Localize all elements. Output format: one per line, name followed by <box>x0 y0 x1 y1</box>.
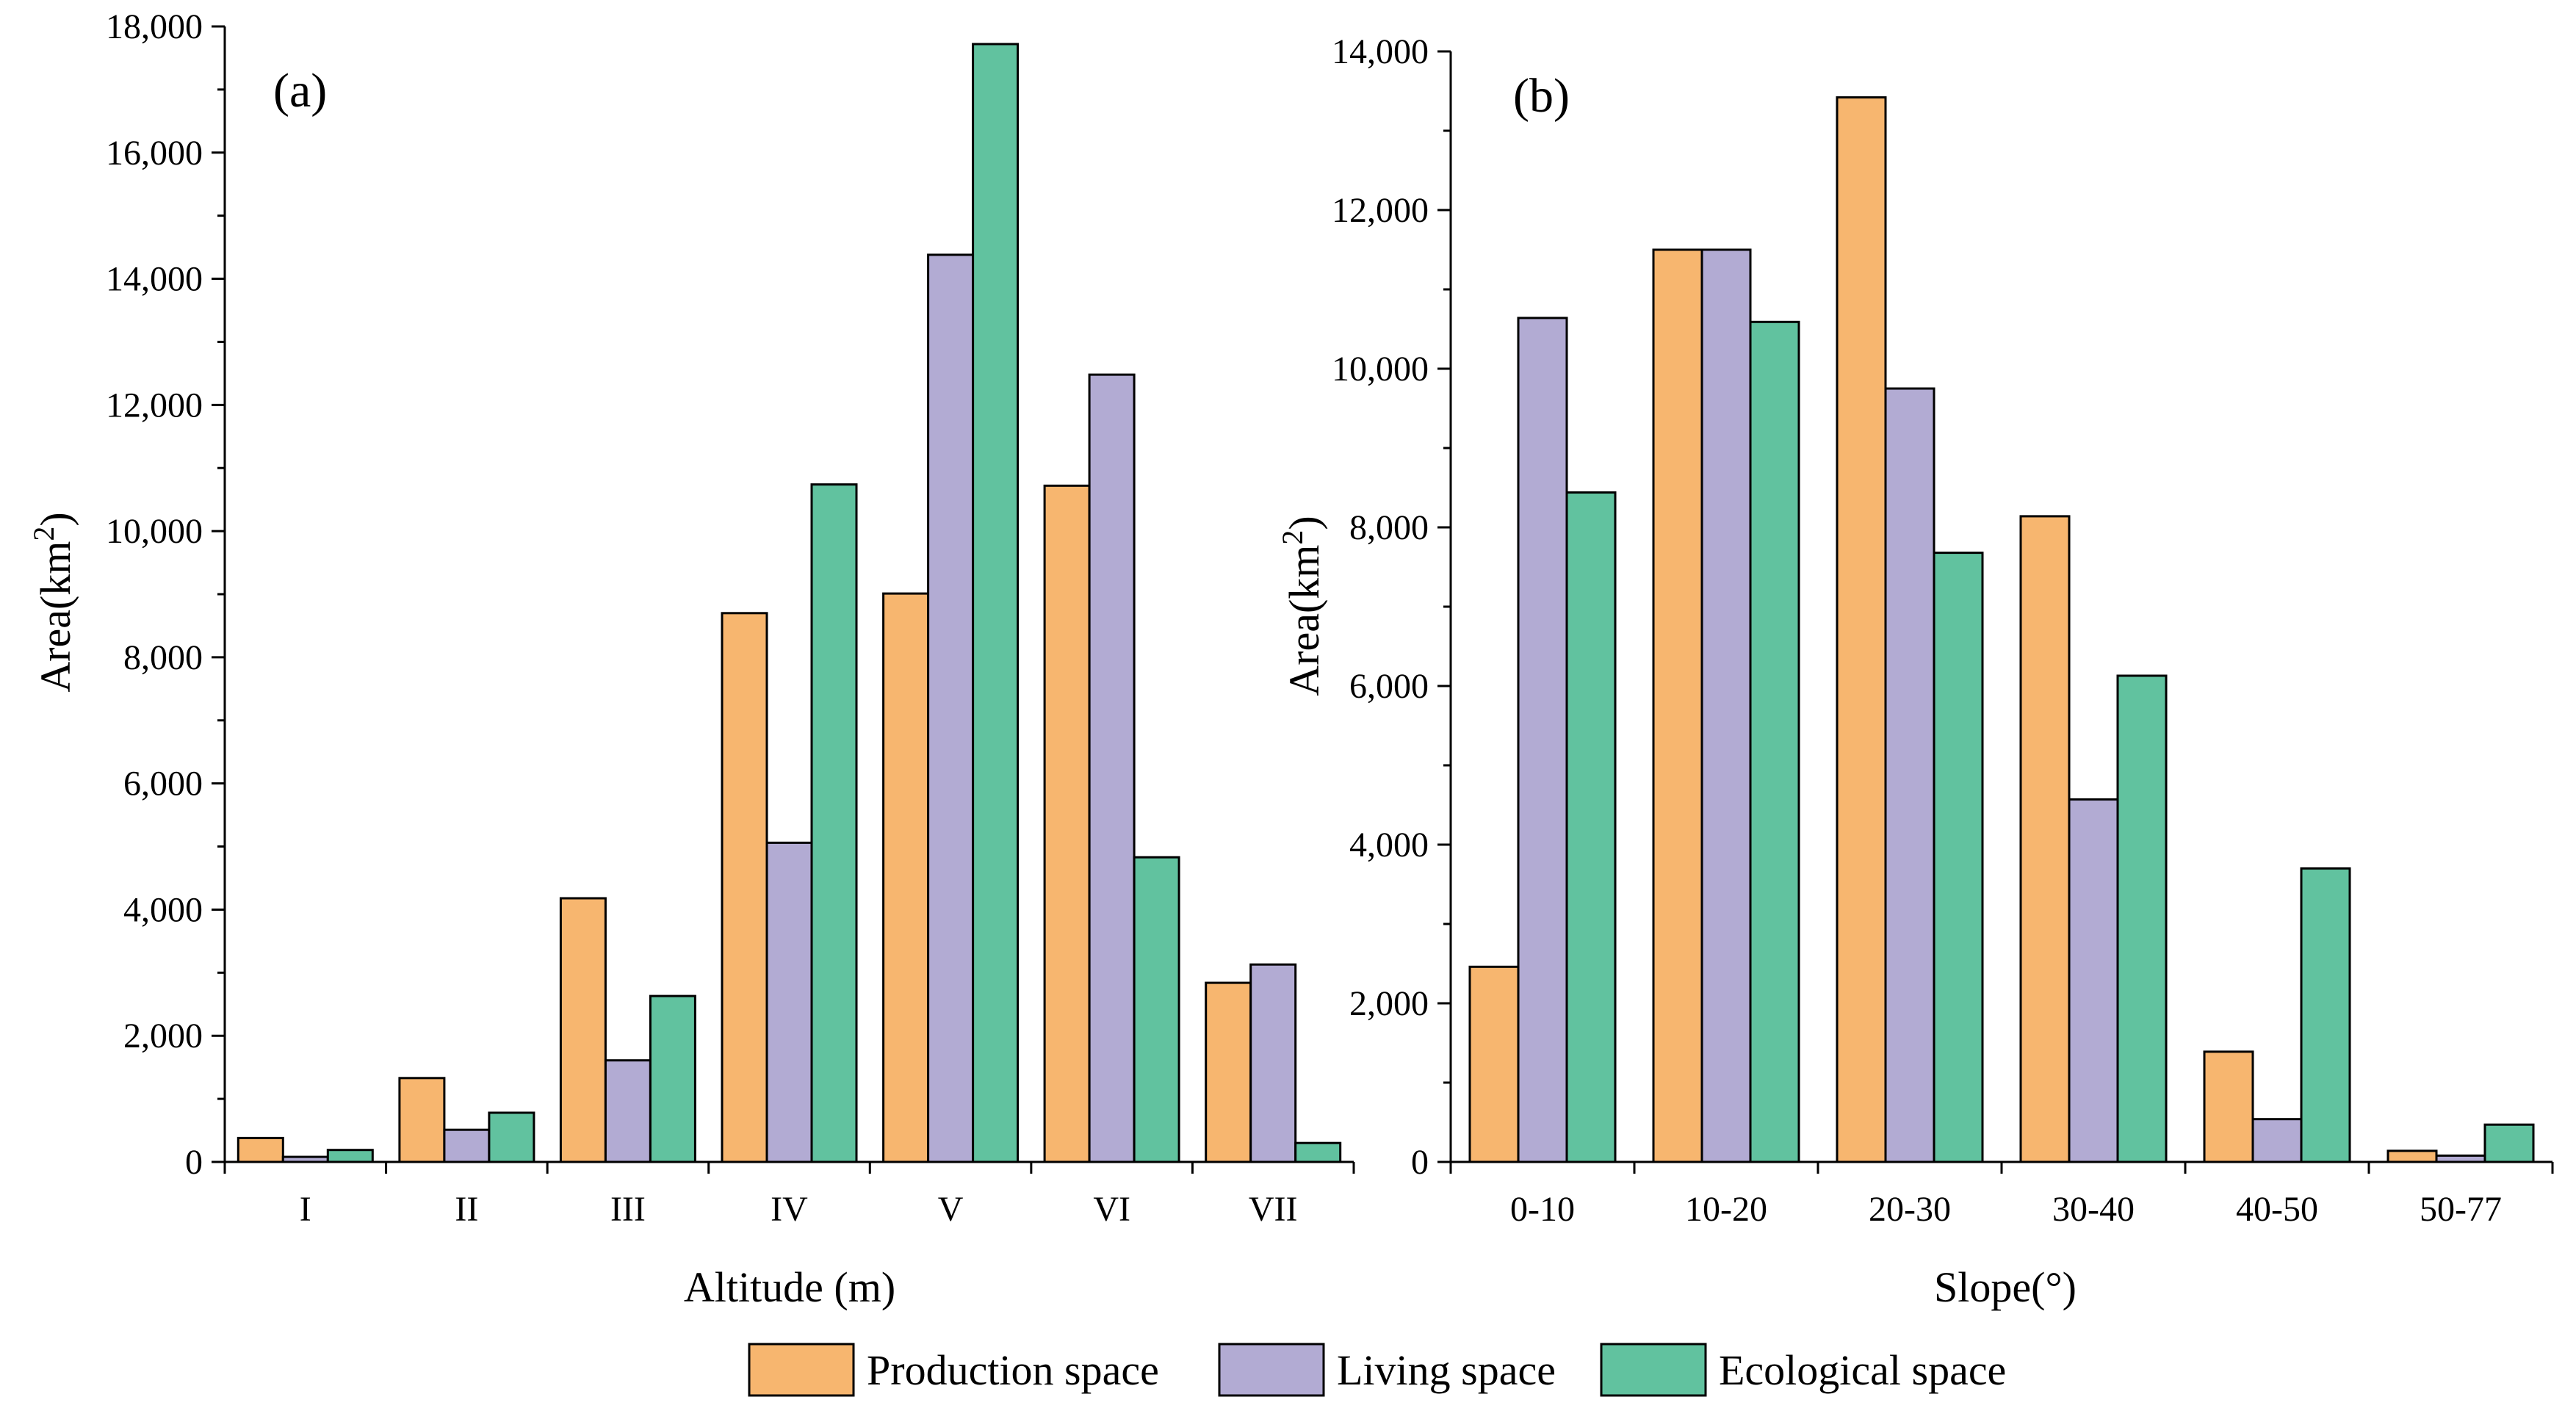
y-tick-label: 14,000 <box>1332 32 1429 71</box>
y-tick-label: 14,000 <box>106 260 203 299</box>
legend-swatch-ecological <box>1600 1343 1707 1397</box>
bar-ecological-0-10 <box>1565 491 1617 1163</box>
x-tick-label: I <box>300 1190 311 1229</box>
bar-living-0-10 <box>1517 317 1568 1163</box>
bar-production-v <box>882 592 930 1163</box>
x-tick-label: 40-50 <box>2236 1190 2318 1229</box>
bar-production-i <box>237 1136 284 1163</box>
panel-a-y-axis-title: Area(km2) <box>27 512 79 692</box>
y-tick-label: 16,000 <box>106 134 203 173</box>
bar-living-v <box>927 253 975 1163</box>
bar-ecological-40-50 <box>2300 867 2351 1163</box>
bar-living-iv <box>765 841 813 1163</box>
y-tick-label: 0 <box>1411 1143 1429 1182</box>
y-tick-label: 10,000 <box>1332 350 1429 389</box>
x-tick-label: 10-20 <box>1685 1190 1767 1229</box>
bar-living-20-30 <box>1884 387 1935 1163</box>
bar-production-vii <box>1205 981 1252 1163</box>
panel-b-slope-chart: (b) 0 2,000 4,000 6,000 8,000 10,000 12,000 14,… <box>1276 32 2554 1311</box>
x-tick-label: 30-40 <box>2052 1190 2135 1229</box>
bar-living-iii <box>604 1059 652 1163</box>
y-tick-label: 8,000 <box>123 638 203 677</box>
bar-ecological-vii <box>1294 1141 1342 1163</box>
bar-ecological-v <box>972 43 1020 1163</box>
bar-production-40-50 <box>2203 1050 2254 1163</box>
bar-ecological-50-77 <box>2483 1123 2535 1163</box>
x-tick-label: II <box>455 1190 478 1229</box>
y-tick-label: 18,000 <box>106 7 203 46</box>
bar-production-50-77 <box>2386 1149 2438 1163</box>
x-tick-label: IV <box>771 1190 808 1229</box>
bar-ecological-iii <box>649 994 696 1163</box>
bar-production-vi <box>1043 484 1091 1163</box>
legend: Production space Living space Ecological… <box>748 1343 2006 1397</box>
y-tick-label: 0 <box>185 1143 203 1182</box>
bar-production-0-10 <box>1468 965 1520 1163</box>
bar-living-10-20 <box>1700 248 1752 1163</box>
panel-a-altitude-chart: (a) 0 2,000 4,000 6,000 8,000 10,000 12,000 14,… <box>27 7 1355 1311</box>
panel-b-axes: 0 2,000 4,000 6,000 8,000 10,000 12,000 14,000 0… <box>1332 32 2554 1229</box>
y-tick-label: 2,000 <box>1349 984 1429 1023</box>
panel-a-x-axis-title: Altitude (m) <box>684 1263 895 1311</box>
x-tick-label: V <box>938 1190 964 1229</box>
bar-ecological-i <box>326 1149 374 1163</box>
legend-label-production: Production space <box>867 1346 1159 1394</box>
y-tick-label: 4,000 <box>123 890 203 929</box>
y-tick-label: 2,000 <box>123 1017 203 1055</box>
panel-b-bars <box>1468 96 2535 1163</box>
bar-production-10-20 <box>1652 248 1703 1163</box>
bar-ecological-ii <box>488 1111 535 1163</box>
panel-a-bars <box>237 43 1342 1163</box>
bar-production-iv <box>721 612 768 1163</box>
y-tick-label: 4,000 <box>1349 826 1429 864</box>
y-tick-label: 6,000 <box>123 765 203 804</box>
legend-swatch-production <box>748 1343 855 1397</box>
bar-ecological-vi <box>1133 856 1180 1163</box>
legend-label-ecological: Ecological space <box>1719 1346 2006 1394</box>
x-tick-label: VI <box>1093 1190 1130 1229</box>
y-tick-label: 8,000 <box>1349 508 1429 547</box>
y-tick-label: 10,000 <box>106 512 203 551</box>
y-tick-label: 12,000 <box>1332 191 1429 230</box>
bar-living-vi <box>1088 373 1136 1163</box>
x-tick-label: 50-77 <box>2420 1190 2502 1229</box>
bar-ecological-10-20 <box>1749 320 1800 1163</box>
bar-living-vii <box>1249 963 1297 1163</box>
bar-living-ii <box>443 1128 491 1163</box>
x-tick-label: VII <box>1249 1190 1298 1229</box>
y-tick-label: 12,000 <box>106 386 203 425</box>
bar-living-40-50 <box>2251 1118 2303 1163</box>
bar-production-iii <box>559 897 607 1163</box>
x-tick-label: 0-10 <box>1510 1190 1575 1229</box>
bar-production-20-30 <box>1836 96 1887 1163</box>
legend-swatch-living <box>1218 1343 1325 1397</box>
panel-b-label: (b) <box>1513 69 1570 123</box>
panel-a-axes: 0 2,000 4,000 6,000 8,000 10,000 12,000 14,000 1… <box>106 7 1355 1229</box>
bar-production-ii <box>398 1077 446 1163</box>
legend-label-living: Living space <box>1337 1346 1556 1394</box>
bar-production-30-40 <box>2019 515 2071 1163</box>
panel-b-x-axis-title: Slope(°) <box>1934 1263 2077 1311</box>
y-tick-label: 6,000 <box>1349 667 1429 706</box>
x-tick-label: 20-30 <box>1869 1190 1951 1229</box>
bar-ecological-30-40 <box>2116 674 2168 1163</box>
bar-ecological-iv <box>810 483 858 1163</box>
panel-b-y-axis-title: Area(km2) <box>1276 516 1328 696</box>
bar-ecological-20-30 <box>1933 552 1984 1163</box>
panel-a-label: (a) <box>273 64 327 118</box>
bar-living-30-40 <box>2068 798 2119 1163</box>
x-tick-label: III <box>610 1190 646 1229</box>
